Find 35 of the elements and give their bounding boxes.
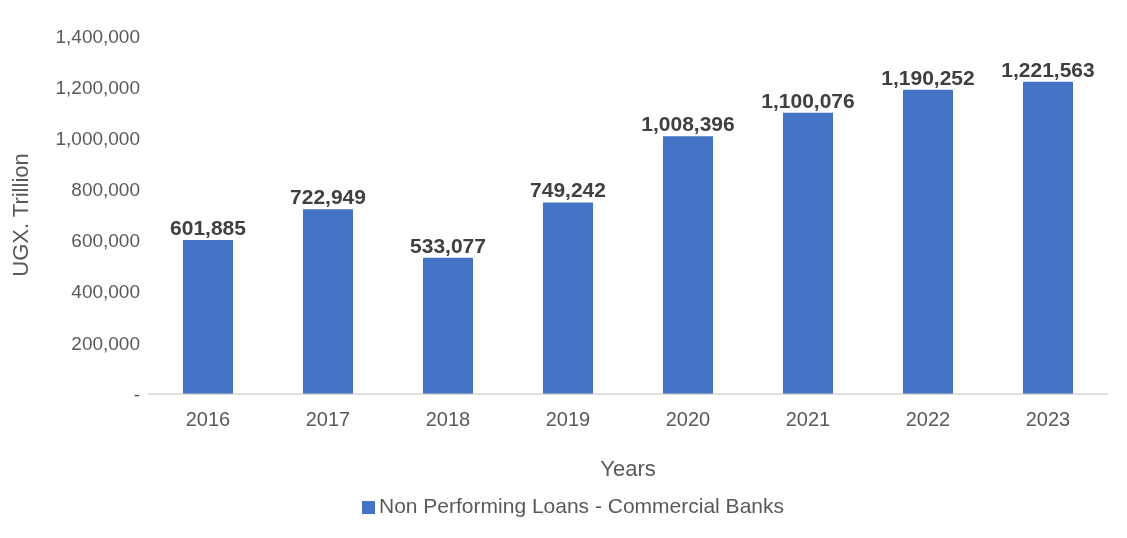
legend-label: Non Performing Loans - Commercial Banks	[379, 494, 784, 517]
x-tick-label: 2022	[905, 408, 951, 431]
x-axis-title: Years	[600, 456, 656, 481]
y-tick-label: 1,400,000	[55, 25, 140, 47]
data-label: 1,008,396	[641, 112, 735, 136]
y-tick-label: 200,000	[71, 332, 140, 354]
x-tick-label: 2021	[785, 408, 831, 431]
bar	[423, 257, 473, 394]
y-tick-label: 400,000	[71, 281, 140, 303]
x-tick-label: 2018	[425, 408, 471, 431]
bar	[543, 202, 593, 394]
y-tick-label: 1,200,000	[55, 76, 140, 98]
y-tick-label: 600,000	[71, 230, 140, 252]
x-tick-label: 2016	[185, 408, 231, 431]
data-label: 1,190,252	[881, 65, 975, 89]
data-label: 1,100,076	[761, 88, 855, 112]
y-tick-label: 800,000	[71, 179, 140, 201]
bar	[183, 240, 233, 394]
bar	[903, 89, 953, 394]
data-label: 533,077	[410, 233, 486, 257]
bar	[1023, 81, 1073, 394]
data-label: 1,221,563	[1001, 57, 1095, 81]
y-tick-label: -	[133, 383, 140, 405]
x-tick-label: 2017	[305, 408, 351, 431]
bar	[303, 209, 353, 394]
bar	[783, 112, 833, 394]
x-tick-label: 2023	[1025, 408, 1071, 431]
data-label: 601,885	[170, 216, 247, 240]
data-label: 722,949	[290, 185, 366, 209]
x-tick-label: 2019	[545, 408, 591, 431]
y-axis-title: UGX. Trillion	[7, 153, 33, 277]
bar	[663, 136, 713, 394]
y-tick-label: 1,000,000	[55, 128, 140, 150]
data-label: 749,242	[530, 178, 606, 202]
x-tick-label: 2020	[665, 408, 711, 431]
